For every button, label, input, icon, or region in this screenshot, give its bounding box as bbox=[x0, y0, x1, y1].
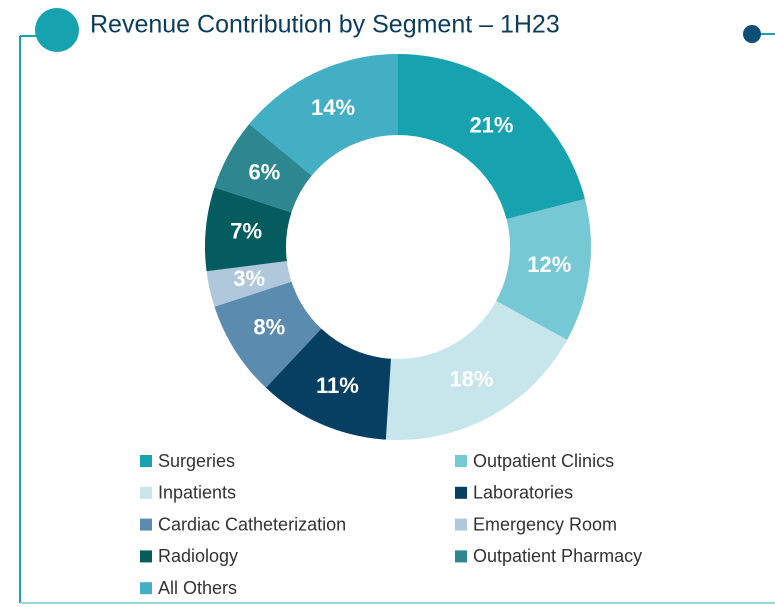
legend-label: Laboratories bbox=[473, 483, 573, 503]
slice-label: 21% bbox=[469, 112, 513, 137]
slice bbox=[496, 199, 591, 340]
legend-label: Inpatients bbox=[158, 483, 236, 503]
legend-label: All Others bbox=[158, 578, 237, 598]
chart-title: Revenue Contribution by Segment – 1H23 bbox=[90, 11, 560, 39]
slice bbox=[385, 300, 568, 441]
legend-swatch bbox=[140, 582, 152, 595]
title-dot bbox=[35, 8, 79, 52]
slice bbox=[249, 53, 398, 176]
slice bbox=[205, 187, 292, 272]
slice-label: 12% bbox=[527, 252, 571, 277]
slice-label: 3% bbox=[233, 266, 265, 291]
slice-label: 18% bbox=[449, 366, 493, 391]
slice-label: 8% bbox=[253, 315, 285, 340]
legend-label: Outpatient Clinics bbox=[473, 451, 614, 471]
legend-swatch bbox=[140, 486, 152, 499]
slice-label: 11% bbox=[316, 373, 359, 398]
slice bbox=[265, 328, 391, 440]
legend-swatch bbox=[140, 455, 152, 467]
legend-swatch bbox=[455, 518, 467, 531]
slice bbox=[206, 261, 292, 307]
slice bbox=[214, 123, 312, 213]
legend-swatch bbox=[455, 455, 467, 467]
legend-swatch bbox=[455, 550, 467, 563]
legend-label: Outpatient Pharmacy bbox=[473, 546, 642, 566]
legend-swatch bbox=[140, 518, 152, 531]
legend-label: Surgeries bbox=[158, 451, 235, 471]
legend-label: Emergency Room bbox=[473, 514, 617, 534]
legend-swatch bbox=[455, 486, 467, 499]
slice-label: 14% bbox=[311, 95, 355, 120]
title-dot-end bbox=[743, 25, 761, 43]
legend-label: Radiology bbox=[158, 546, 238, 566]
slice-label: 7% bbox=[230, 218, 262, 243]
slice bbox=[398, 54, 585, 220]
slice bbox=[214, 281, 322, 388]
legend-label: Cardiac Catheterization bbox=[158, 514, 346, 534]
slice-label: 6% bbox=[248, 159, 280, 184]
legend-swatch bbox=[140, 550, 152, 563]
